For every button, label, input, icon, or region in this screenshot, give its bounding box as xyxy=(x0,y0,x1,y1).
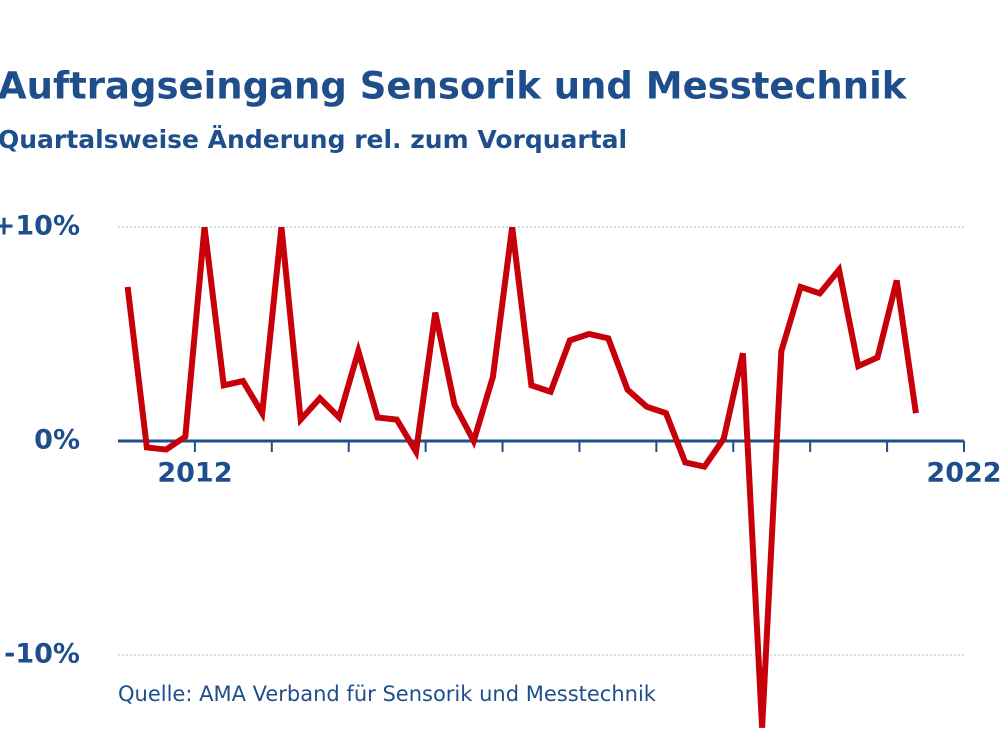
y-tick-label: 0% xyxy=(34,425,80,456)
x-tick-label: 2022 xyxy=(926,458,1000,489)
x-tick-label: 2012 xyxy=(157,458,232,489)
data-line xyxy=(124,227,919,728)
chart-title: Auftragseingang Sensorik und Messtechnik xyxy=(0,65,908,108)
y-tick-label: -10% xyxy=(4,639,80,670)
y-tick-label: +10% xyxy=(0,211,80,242)
chart-subtitle: Quartalsweise Änderung rel. zum Vorquart… xyxy=(0,124,627,154)
source-note: Quelle: AMA Verband für Sensorik und Mes… xyxy=(118,682,657,706)
